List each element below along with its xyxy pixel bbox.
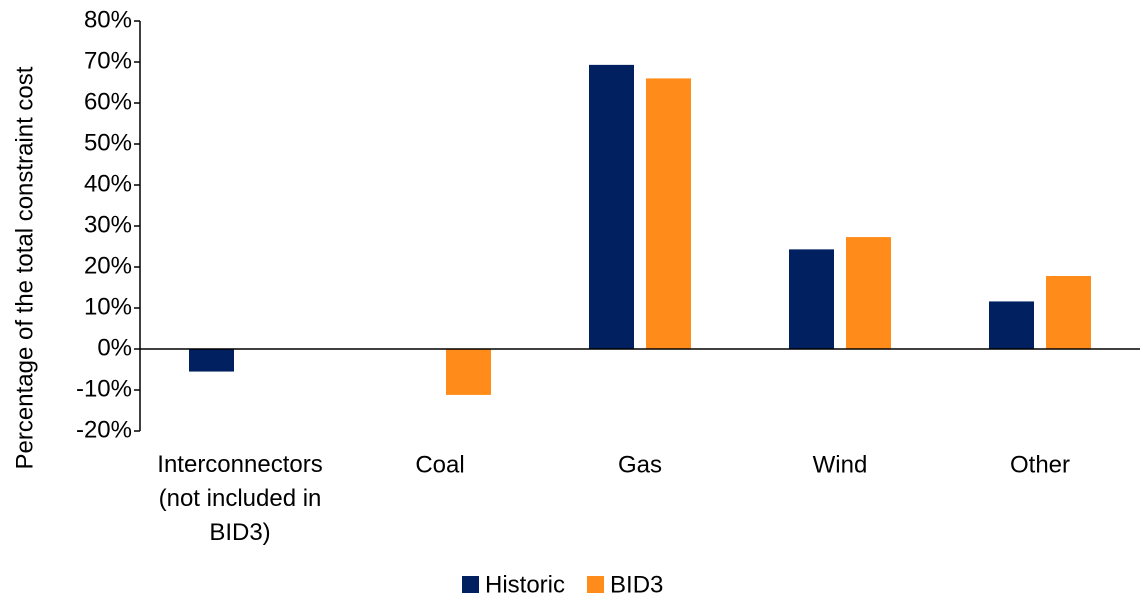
legend-swatch (587, 576, 605, 593)
x-tick-label: Interconnectors (not included in BID3) (157, 451, 322, 546)
bar (446, 349, 491, 395)
x-tick-label: Coal (415, 451, 464, 478)
y-tick-label: 0% (97, 334, 132, 361)
y-tick-label: 50% (84, 129, 132, 156)
bar (646, 78, 691, 350)
x-tick-label: Gas (618, 451, 662, 478)
y-tick-label: 20% (84, 252, 132, 279)
bar (589, 64, 634, 350)
legend-label: BID3 (610, 571, 663, 598)
bar (789, 249, 834, 349)
y-tick-label: -10% (76, 375, 132, 402)
legend-label: Historic (485, 571, 565, 598)
y-tick-label: 80% (84, 6, 132, 33)
bar (1046, 276, 1091, 349)
y-tick-label: 70% (84, 47, 132, 74)
y-tick-label: 40% (84, 170, 132, 197)
bar (189, 349, 234, 372)
y-tick-label: -20% (76, 416, 132, 443)
x-tick-label: Wind (813, 451, 868, 478)
bar (989, 301, 1034, 349)
y-tick-label: 10% (84, 293, 132, 320)
legend-swatch (462, 576, 479, 593)
y-axis-title: Percentage of the total constraint cost (11, 66, 38, 469)
bar (846, 237, 891, 349)
x-tick-label: Other (1010, 451, 1070, 478)
y-tick-label: 60% (84, 88, 132, 115)
y-tick-label: 30% (84, 211, 132, 238)
